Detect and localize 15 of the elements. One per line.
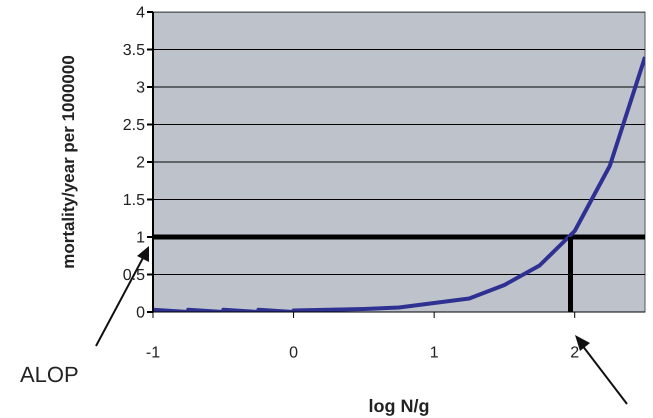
- x-tick-label: -1: [146, 344, 160, 362]
- text: ALOP: [20, 362, 79, 388]
- y-tick-label: 1: [136, 230, 146, 247]
- y-tick-label: 2: [136, 154, 146, 172]
- y-tick-label: 3.5: [122, 42, 146, 60]
- x-axis-title: log N/g: [368, 396, 430, 416]
- x-tick-label: 1: [430, 344, 439, 362]
- x-tick-label: 2: [570, 344, 580, 362]
- y-tick-label: 0: [136, 304, 146, 322]
- y-axis-title: mortality/year per 1000000: [59, 55, 78, 269]
- x-tick-label: 0: [289, 344, 298, 362]
- y-tick-label: 2.5: [122, 117, 146, 134]
- y-tick-label: 4: [136, 4, 146, 22]
- y-tick-label: 1.5: [122, 192, 146, 210]
- y-tick-label: 3: [136, 80, 146, 97]
